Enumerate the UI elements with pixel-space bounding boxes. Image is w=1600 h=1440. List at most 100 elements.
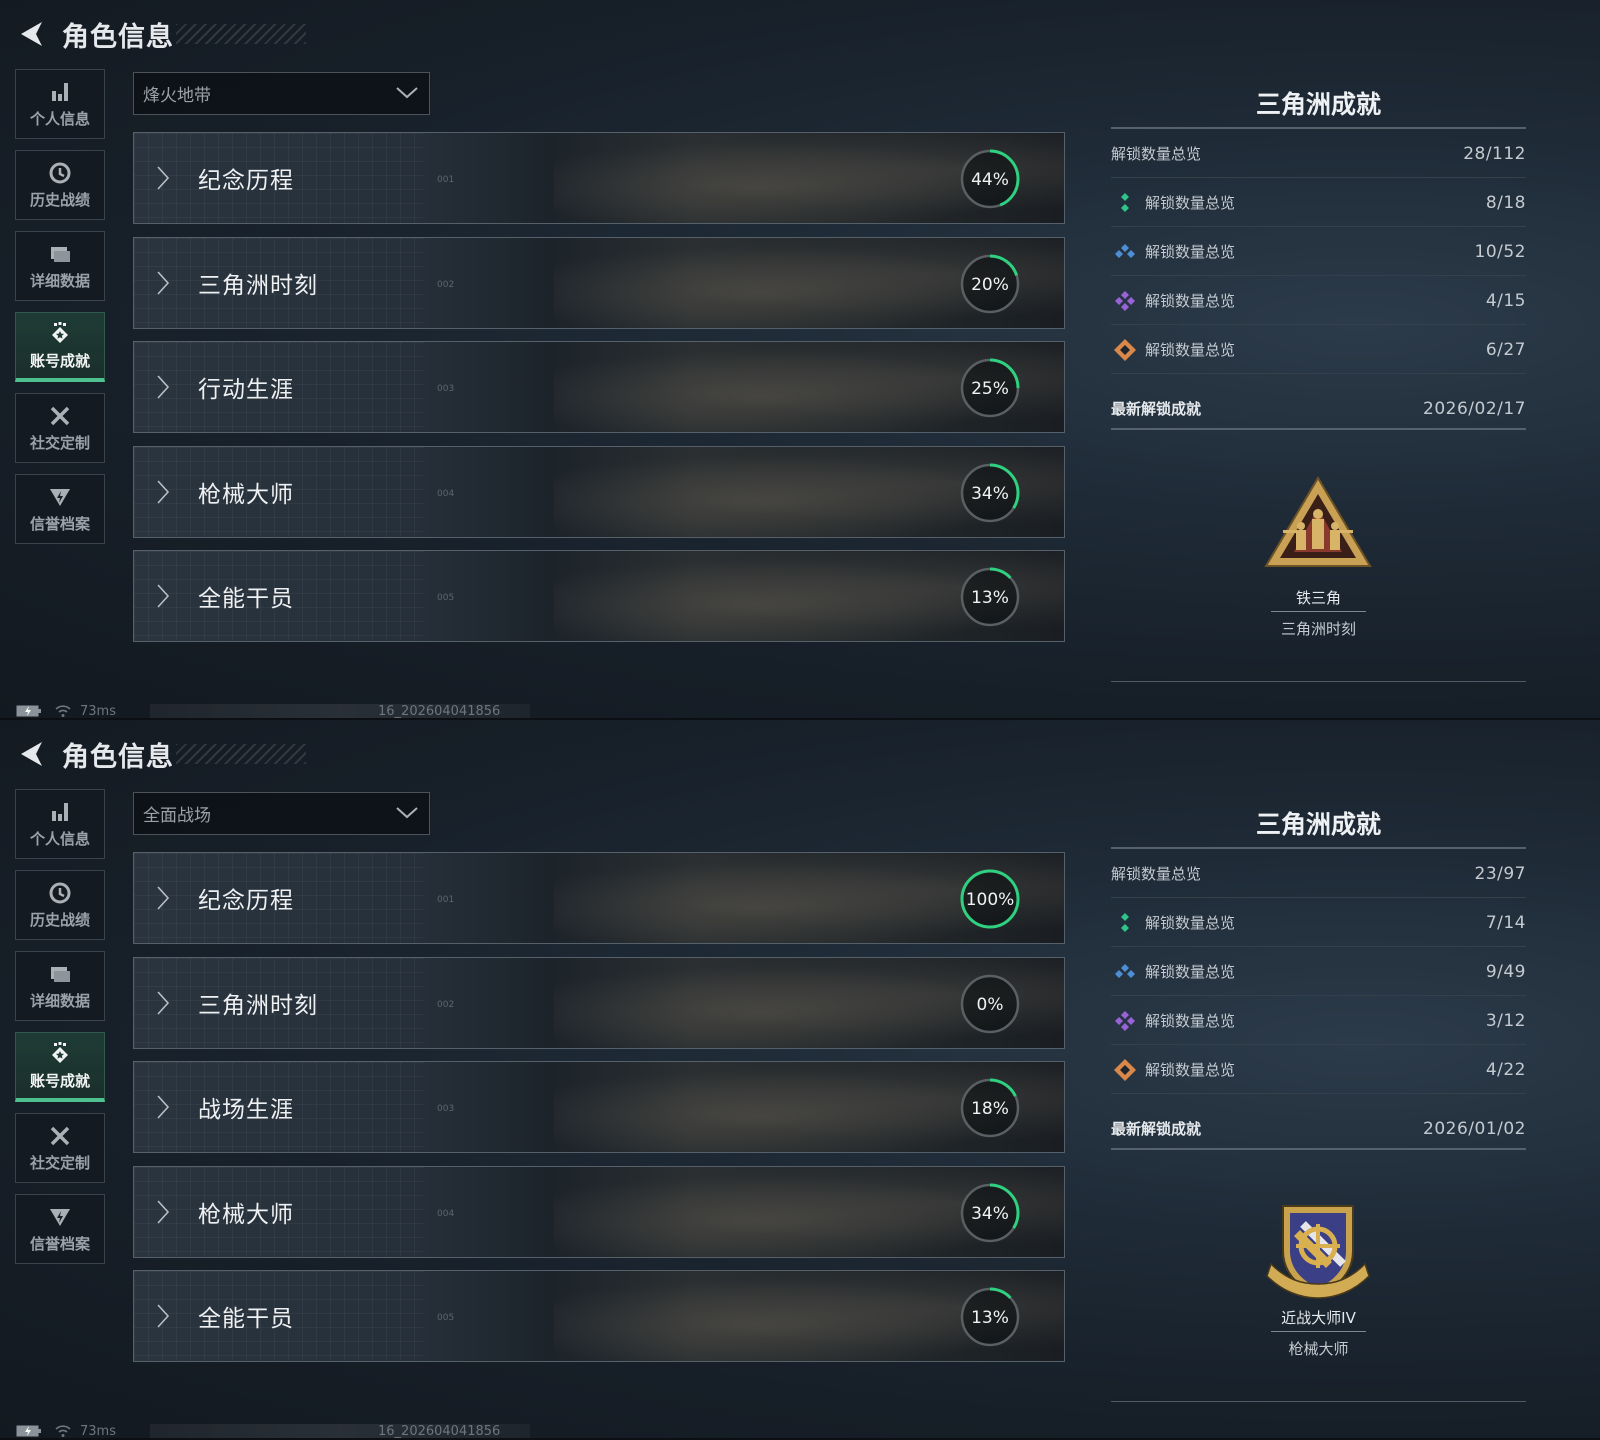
sidebar-item-tools[interactable]: 社交定制 xyxy=(15,393,105,463)
sidebar-item-credit-shield[interactable]: 信誉档案 xyxy=(15,474,105,544)
sidebar-item-label: 社交定制 xyxy=(29,434,90,452)
mode-select[interactable]: 全面战场 xyxy=(133,792,430,835)
progress-ring: 44% xyxy=(960,149,1020,209)
chevron-right-icon xyxy=(157,1095,170,1119)
summary-total-value: 23/97 xyxy=(1474,863,1526,884)
achievement-badge-icon xyxy=(47,1041,73,1067)
category-row[interactable]: 三角洲时刻 002 20% xyxy=(133,236,1065,329)
category-row[interactable]: 三角洲时刻 002 0% xyxy=(133,956,1065,1049)
status-bar-decoration xyxy=(150,1424,530,1438)
category-index: 005 xyxy=(437,593,455,604)
category-name: 行动生涯 xyxy=(198,377,294,404)
sidebar-item-history-clock[interactable]: 历史战绩 xyxy=(15,870,105,940)
tier-value: 9/49 xyxy=(1485,961,1526,982)
category-row[interactable]: 全能干员 005 13% xyxy=(133,550,1065,643)
sidebar-item-label: 账号成就 xyxy=(29,351,90,370)
sidebar-item-bar-chart[interactable]: 个人信息 xyxy=(15,69,105,139)
progress-ring: 25% xyxy=(960,358,1020,418)
sidebar-item-tools[interactable]: 社交定制 xyxy=(15,1113,105,1183)
achievement-badge-icon xyxy=(47,321,73,347)
sidebar-item-label: 信誉档案 xyxy=(29,515,90,533)
credit-shield-icon xyxy=(47,484,73,510)
gem-orange-icon xyxy=(1111,1058,1145,1082)
sidebar-item-folder[interactable]: 详细数据 xyxy=(15,951,105,1021)
progress-ring: 13% xyxy=(960,567,1020,627)
category-row[interactable]: 枪械大师 004 34% xyxy=(133,1165,1065,1258)
sidebar-item-label: 历史战绩 xyxy=(29,191,90,209)
category-name: 三角洲时刻 xyxy=(198,272,318,299)
row-grid-decoration xyxy=(134,1271,424,1362)
chevron-right-icon xyxy=(157,1200,170,1224)
header: 角色信息 xyxy=(18,734,306,774)
status-bar: 73ms 16_202604041856 xyxy=(16,1422,530,1440)
sidebar-item-achievement-badge[interactable]: 账号成就 xyxy=(15,1032,105,1102)
progress-ring-fill xyxy=(960,358,1020,418)
summary-total-row: 解锁数量总览 23/97 xyxy=(1111,850,1526,898)
page-title: 角色信息 xyxy=(62,21,174,53)
row-grid-decoration xyxy=(134,551,424,642)
category-index: 004 xyxy=(437,1208,455,1219)
battery-charging-icon xyxy=(16,1425,41,1437)
summary-title: 三角洲成就 xyxy=(1255,90,1381,119)
sidebar-item-achievement-badge[interactable]: 账号成就 xyxy=(15,312,105,382)
tier-row: 解锁数量总览 7/14 xyxy=(1111,899,1526,947)
title-hatch-decoration xyxy=(176,24,306,44)
sidebar-item-credit-shield[interactable]: 信誉档案 xyxy=(15,1194,105,1264)
category-name: 战场生涯 xyxy=(198,1097,294,1124)
row-grid-decoration xyxy=(134,446,424,537)
gem-purple-icon xyxy=(1111,289,1145,313)
tier-row: 解锁数量总览 6/27 xyxy=(1111,326,1526,374)
latest-label: 最新解锁成就 xyxy=(1111,1120,1202,1138)
folder-icon xyxy=(47,961,73,987)
sidebar-item-bar-chart[interactable]: 个人信息 xyxy=(15,789,105,859)
tier-row: 解锁数量总览 8/18 xyxy=(1111,179,1526,227)
latest-achievement-card[interactable]: 近战大师IV 枪械大师 xyxy=(1111,1159,1526,1402)
progress-percent: 13% xyxy=(971,588,1009,608)
bar-chart-icon xyxy=(47,79,73,105)
latest-achievement-card[interactable]: 铁三角 三角洲时刻 xyxy=(1111,439,1526,682)
category-row[interactable]: 战场生涯 003 18% xyxy=(133,1061,1065,1154)
chevron-right-icon xyxy=(157,1304,170,1328)
tools-icon xyxy=(47,1123,73,1149)
category-row[interactable]: 纪念历程 001 44% xyxy=(133,132,1065,224)
category-row[interactable]: 纪念历程 001 100% xyxy=(133,852,1065,944)
category-name: 纪念历程 xyxy=(198,168,294,194)
progress-percent: 0% xyxy=(977,995,1004,1015)
tier-label: 解锁数量总览 xyxy=(1145,243,1236,261)
sidebar-item-folder[interactable]: 详细数据 xyxy=(15,231,105,301)
tier-label: 解锁数量总览 xyxy=(1145,1012,1236,1030)
category-name: 全能干员 xyxy=(198,586,294,613)
category-row[interactable]: 全能干员 005 13% xyxy=(133,1270,1065,1363)
category-index: 001 xyxy=(437,175,455,185)
latest-date: 2026/01/02 xyxy=(1423,1118,1526,1139)
sidebar-item-label: 个人信息 xyxy=(29,830,90,848)
category-row[interactable]: 行动生涯 003 25% xyxy=(133,341,1065,434)
back-arrow-icon[interactable] xyxy=(18,739,46,769)
progress-ring-track xyxy=(960,974,1020,1033)
back-arrow-icon[interactable] xyxy=(18,19,46,49)
row-grid-decoration xyxy=(134,957,424,1048)
category-index: 003 xyxy=(437,1104,455,1115)
header: 角色信息 xyxy=(18,14,306,54)
mode-select[interactable]: 烽火地带 xyxy=(133,72,430,115)
gem-green-icon xyxy=(1111,191,1145,215)
latest-date: 2026/02/17 xyxy=(1423,398,1526,419)
sidebar-item-label: 信誉档案 xyxy=(29,1235,90,1253)
sidebar-item-history-clock[interactable]: 历史战绩 xyxy=(15,150,105,220)
gem-green-icon xyxy=(1111,911,1145,935)
summary-total-label: 解锁数量总览 xyxy=(1111,865,1202,883)
progress-percent: 18% xyxy=(971,1099,1009,1119)
ping: 73ms xyxy=(80,703,116,719)
credit-shield-icon xyxy=(47,1204,73,1230)
progress-ring-fill xyxy=(960,254,1020,314)
divider xyxy=(1111,428,1526,430)
category-index: 004 xyxy=(437,488,455,499)
achievement-category: 枪械大师 xyxy=(1288,1340,1349,1358)
battery-charging-icon xyxy=(16,705,41,717)
row-grid-decoration xyxy=(134,1062,424,1153)
tier-value: 7/14 xyxy=(1485,912,1526,933)
row-grid-decoration xyxy=(134,342,424,433)
progress-ring: 20% xyxy=(960,254,1020,314)
category-row[interactable]: 枪械大师 004 34% xyxy=(133,445,1065,538)
tier-value: 3/12 xyxy=(1485,1010,1526,1031)
